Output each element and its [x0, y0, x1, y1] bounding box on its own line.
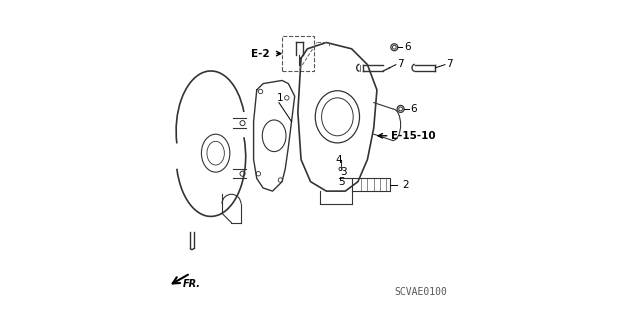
Text: 6: 6: [404, 42, 410, 52]
Text: E-2: E-2: [251, 48, 269, 59]
Text: 4: 4: [335, 154, 342, 165]
Text: FR.: FR.: [182, 279, 200, 289]
Text: E-15-10: E-15-10: [391, 131, 436, 141]
Text: 5: 5: [338, 177, 344, 187]
Text: 1: 1: [277, 93, 284, 103]
Text: 3: 3: [340, 167, 347, 177]
Text: 7: 7: [397, 59, 404, 69]
Text: 7: 7: [447, 59, 453, 69]
Text: SCVAE0100: SCVAE0100: [395, 287, 447, 297]
Text: 2: 2: [402, 180, 409, 190]
Text: 6: 6: [410, 104, 417, 114]
